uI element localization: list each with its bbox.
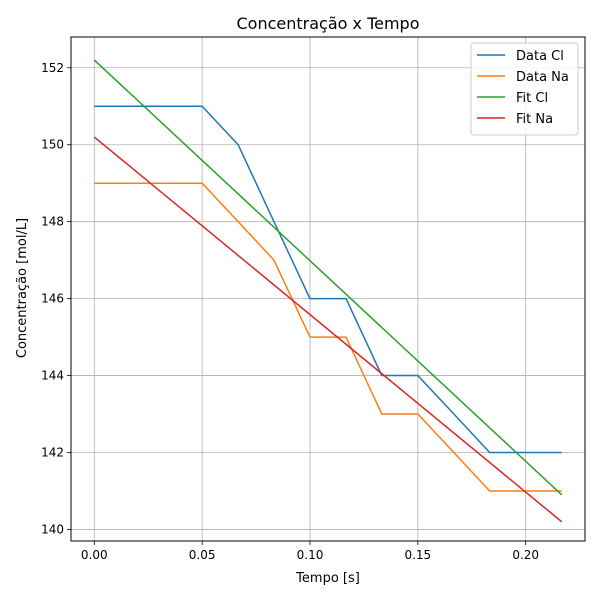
- legend-label: Data Na: [516, 70, 569, 85]
- series-lines: [93, 59, 563, 523]
- x-tick-label: 0.10: [297, 548, 324, 562]
- series-line-data-na: [94, 182, 562, 492]
- legend-label: Fit Na: [516, 112, 553, 127]
- legend-label: Fit Cl: [516, 91, 548, 106]
- y-tick-label: 150: [41, 138, 64, 152]
- y-axis-label: Concentração [mol/L]: [15, 218, 30, 358]
- x-axis-label: Tempo [s]: [295, 571, 360, 586]
- y-tick-label: 144: [41, 369, 64, 383]
- axis-ticks: 0.00 0.05 0.10 0.15 0.20 140 142 144 146 148 150 15…: [41, 61, 539, 562]
- x-tick-label: 0.05: [189, 548, 216, 562]
- y-tick-label: 140: [41, 522, 64, 536]
- y-tick-label: 148: [41, 215, 64, 229]
- x-tick-label: 0.00: [81, 548, 108, 562]
- legend: Data Cl Data Na Fit Cl Fit Na: [470, 42, 579, 136]
- series-line-fit-na: [93, 136, 563, 523]
- y-tick-label: 142: [41, 446, 64, 460]
- plot-area: [70, 36, 586, 542]
- y-tick-label: 152: [41, 61, 64, 75]
- legend-label: Data Cl: [516, 49, 564, 64]
- series-line-fit-cl: [93, 59, 563, 496]
- y-tick-label: 146: [41, 292, 64, 306]
- chart-title: Concentração x Tempo: [237, 14, 420, 33]
- legend-box: [470, 42, 579, 136]
- x-tick-label: 0.20: [512, 548, 539, 562]
- series-line-data-cl: [94, 105, 562, 454]
- x-tick-label: 0.15: [404, 548, 431, 562]
